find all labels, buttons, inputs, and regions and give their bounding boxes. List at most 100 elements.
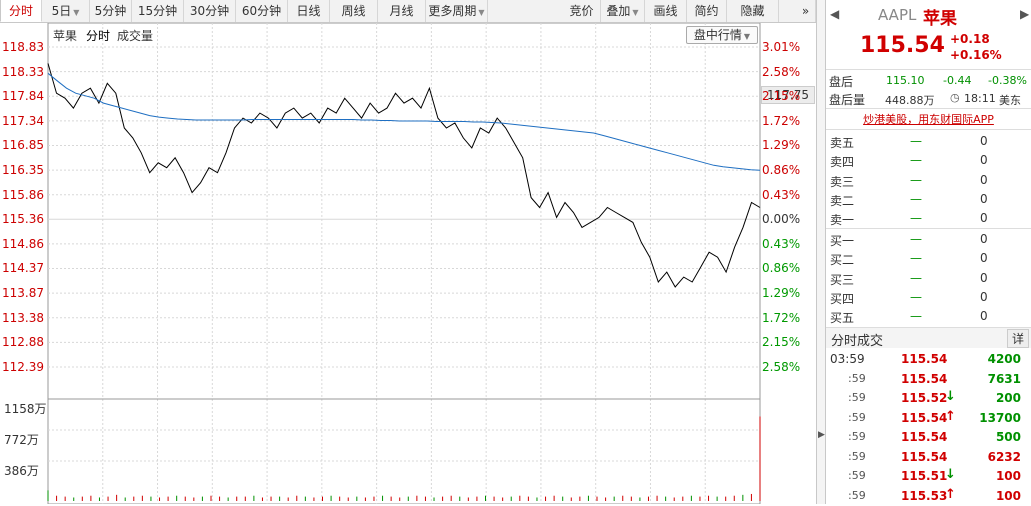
trade-price: 115.53 <box>901 488 948 503</box>
orderbook-volume: 0 <box>980 134 988 148</box>
market-zone: 美东 <box>999 94 1021 107</box>
price-axis-label: 113.38 <box>2 310 44 325</box>
toolbar-tab-2[interactable]: 5分钟 <box>90 0 132 22</box>
toolbar-tab-label: 月线 <box>389 4 414 18</box>
intraday-dropdown[interactable]: 盘中行情 ▼ <box>686 26 758 44</box>
toolbar-tab-0[interactable]: 分时 <box>0 0 42 22</box>
trade-price: 115.54 <box>901 430 948 444</box>
trade-row: 03:59 115.54 4200 <box>826 350 1031 369</box>
toolbar-tab-8[interactable]: 月线 <box>378 0 426 22</box>
trade-time: :59 <box>848 488 866 502</box>
tab-volume[interactable]: 成交量 <box>117 29 154 43</box>
next-stock-icon[interactable]: ▶ <box>1020 7 1030 21</box>
orderbook-row: 卖二 — 0 <box>826 190 1031 209</box>
divider <box>826 129 1031 130</box>
orderbook-row: 卖五 — 0 <box>826 132 1031 151</box>
toolbar-tab-label: 周线 <box>341 4 366 18</box>
intraday-chart[interactable] <box>0 23 816 504</box>
toolbar-tab-11[interactable]: 叠加 ▼ <box>601 0 645 22</box>
toolbar-tab-13[interactable]: 简约 <box>687 0 727 22</box>
trade-row: :59 115.54 7631 <box>826 370 1031 389</box>
period-toolbar: 分时 5日 ▼ 5分钟 15分钟 30分钟 60分钟 日线 周线 月线 更多周期 ▼ 竞价 叠加 ▼ 画线 简约… <box>0 0 816 23</box>
toolbar-tab-label: 隐藏 <box>740 4 765 18</box>
stock-symbol: AAPL <box>878 6 917 24</box>
toolbar-tab-label: 30分钟 <box>189 4 230 18</box>
price-axis-label: 117.84 <box>2 89 44 104</box>
toolbar-tab-6[interactable]: 日线 <box>288 0 330 22</box>
trade-volume: 200 <box>995 391 1021 405</box>
toolbar-tab-label: 叠加 <box>606 4 631 18</box>
toolbar-tab-label: 5日 <box>51 4 72 18</box>
toolbar-tab-3[interactable]: 15分钟 <box>132 0 184 22</box>
toolbar-tab-9[interactable]: 更多周期 ▼ <box>426 0 488 22</box>
divider <box>826 69 1031 70</box>
orderbook-row: 卖四 — 0 <box>826 151 1031 170</box>
orderbook-price: — <box>910 309 922 324</box>
toolbar-tab-label: 60分钟 <box>241 4 282 18</box>
trade-time: 03:59 <box>830 352 865 366</box>
orderbook-price: — <box>910 289 922 304</box>
pct-axis-label: 1.29% <box>762 286 801 300</box>
orderbook-level: 买三 <box>830 272 855 287</box>
toolbar-tab-10[interactable]: 竞价 <box>563 0 601 22</box>
orderbook-price: — <box>910 251 922 266</box>
chevron-down-icon: ▼ <box>632 8 639 17</box>
trade-time: :59 <box>848 469 866 482</box>
promo-link[interactable]: 炒港美股，用东财国际APP <box>863 113 994 126</box>
trades-title: 分时成交 <box>831 334 884 349</box>
price-axis-label: 114.37 <box>2 261 44 276</box>
orderbook-level: 卖二 <box>830 193 855 208</box>
more-tabs-icon[interactable]: » <box>796 0 816 22</box>
toolbar-tab-label: 竞价 <box>569 4 594 18</box>
orderbook-volume: 0 <box>980 172 988 187</box>
orderbook-level: 买一 <box>830 234 855 248</box>
trade-time: :59 <box>848 449 866 463</box>
trade-time: :59 <box>848 430 866 443</box>
trade-time: :59 <box>848 410 866 424</box>
current-price-tag: 117.75 <box>761 86 815 104</box>
tab-minute[interactable]: 分时 <box>86 29 111 43</box>
price-axis-label: 112.39 <box>2 359 44 374</box>
orderbook-volume: 0 <box>980 211 988 226</box>
trade-price: 115.54 <box>901 410 948 425</box>
prev-stock-icon[interactable]: ◀ <box>830 7 840 21</box>
toolbar-tab-label: 日线 <box>296 4 321 18</box>
trade-row: :59 115.52 ↓ 200 <box>826 389 1031 408</box>
trade-volume: 6232 <box>987 449 1021 464</box>
orderbook-price: — <box>910 172 922 187</box>
triangle-right-icon: ▶ <box>818 430 825 440</box>
price-axis-label: 115.36 <box>2 212 44 227</box>
price-axis-label: 113.87 <box>2 286 44 300</box>
price-axis-label: 118.83 <box>2 40 44 54</box>
trade-row: :59 115.51 ↓ 100 <box>826 467 1031 486</box>
orderbook-volume: 0 <box>980 191 988 206</box>
pct-axis-label: 0.00% <box>762 212 801 227</box>
toolbar-tab-1[interactable]: 5日 ▼ <box>42 0 90 22</box>
arrow-up-icon: ↑ <box>945 408 956 424</box>
pct-axis-label: 0.86% <box>762 163 801 177</box>
trade-volume: 7631 <box>987 371 1021 386</box>
trade-volume: 500 <box>995 430 1021 444</box>
toolbar-tab-4[interactable]: 30分钟 <box>184 0 236 22</box>
trade-volume: 100 <box>995 469 1021 483</box>
price-axis-label: 115.86 <box>2 187 44 202</box>
panel-divider <box>816 0 817 504</box>
orderbook-volume: 0 <box>980 309 988 324</box>
toolbar-tab-label: 更多周期 <box>428 4 477 18</box>
trade-volume: 13700 <box>979 410 1021 425</box>
toolbar-tab-14[interactable]: 隐藏 <box>727 0 779 22</box>
chart-area[interactable]: 苹果 分时 成交量 盘中行情 ▼ 117.75 118.83 3.01% 118.33… <box>0 23 816 504</box>
orderbook-price: — <box>910 134 922 148</box>
pct-axis-label: 0.43% <box>762 236 801 251</box>
toolbar-tab-7[interactable]: 周线 <box>330 0 378 22</box>
orderbook-volume: 0 <box>980 232 988 246</box>
trades-detail-button[interactable]: 详 <box>1007 329 1029 348</box>
toolbar-tab-label: 分时 <box>8 4 33 18</box>
collapse-handle[interactable]: ▶ <box>817 0 826 504</box>
trade-price: 115.54 <box>901 371 948 386</box>
toolbar-tab-5[interactable]: 60分钟 <box>236 0 288 22</box>
chevron-down-icon: ▼ <box>478 8 485 17</box>
toolbar-tab-12[interactable]: 画线 <box>645 0 687 22</box>
orderbook-price: — <box>910 211 922 226</box>
intraday-dropdown-label: 盘中行情 <box>693 28 742 42</box>
